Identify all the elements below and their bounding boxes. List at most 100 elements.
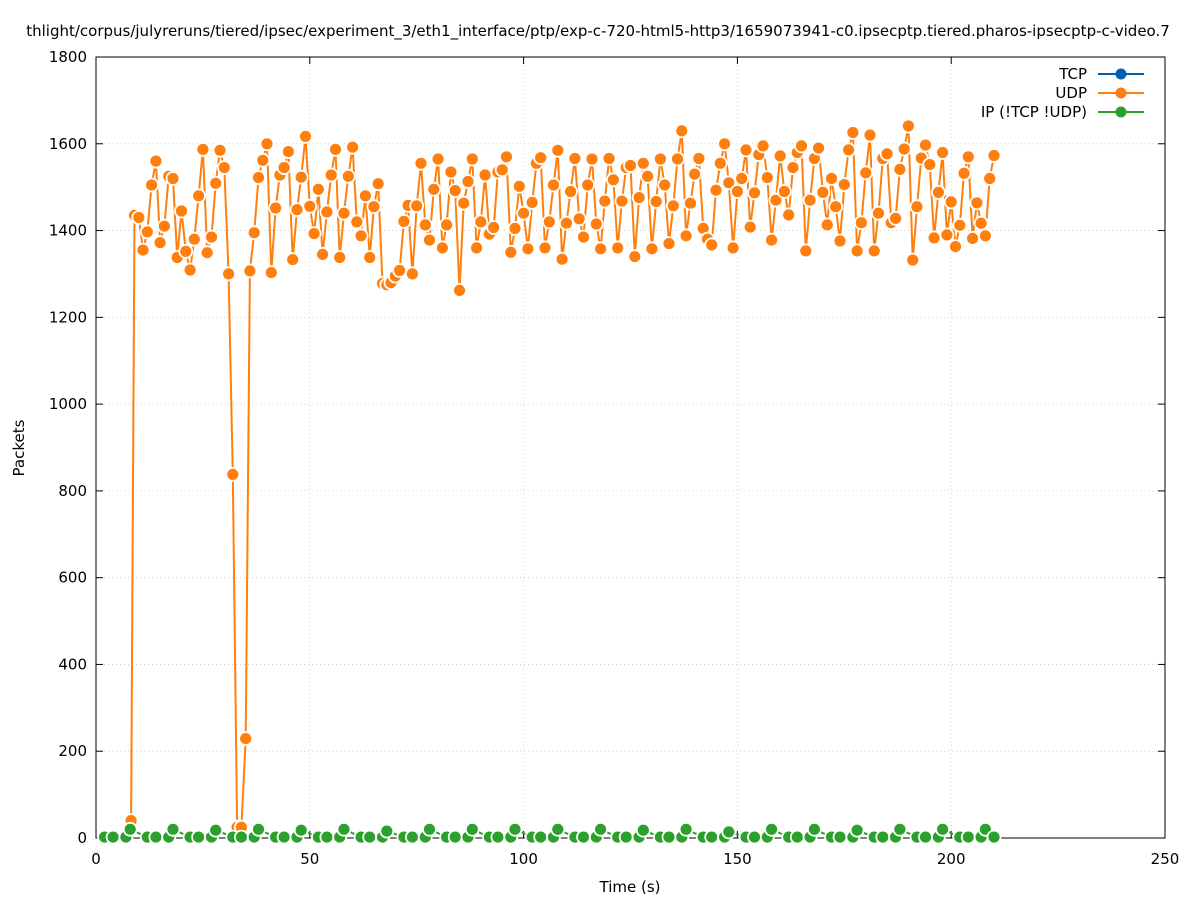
data-point (276, 829, 292, 845)
data-point (443, 164, 459, 180)
data-point (918, 137, 933, 153)
data-point (409, 198, 425, 214)
data-point (563, 184, 578, 199)
data-point (289, 202, 305, 218)
data-point (742, 219, 758, 235)
data-point (854, 215, 869, 231)
data-point (216, 160, 232, 176)
data-point (550, 142, 566, 158)
y-tick-label: 600 (58, 569, 87, 587)
data-point (319, 829, 335, 845)
data-point (691, 151, 707, 166)
y-tick-label: 400 (58, 655, 87, 673)
data-point (759, 170, 775, 186)
data-point (199, 245, 215, 261)
data-point (144, 177, 160, 193)
data-point (571, 211, 587, 227)
data-point (841, 142, 856, 158)
data-point (819, 217, 835, 233)
data-point (755, 138, 771, 154)
data-point (832, 233, 848, 249)
data-point (366, 199, 382, 215)
data-point (610, 240, 626, 256)
data-point (721, 175, 737, 191)
data-point (396, 213, 412, 229)
data-point (156, 218, 172, 234)
series-layer (97, 118, 1002, 845)
legend-label: IP (!TCP !UDP) (981, 103, 1087, 121)
data-point (888, 210, 903, 226)
data-point (631, 190, 647, 206)
data-point (956, 165, 972, 181)
data-point (747, 829, 762, 845)
data-point (635, 155, 651, 171)
data-point (807, 821, 822, 837)
data-point (960, 829, 976, 845)
data-point (982, 171, 998, 186)
data-point (422, 821, 437, 837)
data-point (824, 171, 839, 186)
series-2 (97, 821, 1002, 845)
data-point (584, 151, 600, 167)
data-point (447, 829, 463, 845)
data-point (704, 237, 720, 253)
data-point (965, 230, 980, 246)
data-point (276, 160, 292, 176)
x-axis-title: Time (s) (599, 878, 661, 896)
data-point (764, 821, 779, 837)
data-point (567, 151, 583, 166)
data-point (747, 185, 762, 201)
data-point (593, 241, 608, 257)
data-point (298, 128, 313, 144)
data-point (186, 231, 202, 247)
data-point (738, 142, 754, 158)
data-point (323, 167, 339, 183)
data-point (734, 171, 750, 186)
data-point (208, 822, 224, 838)
data-point (486, 220, 502, 235)
data-point (986, 148, 1002, 163)
data-point (546, 177, 561, 193)
data-point (879, 146, 895, 162)
x-tick-label: 0 (91, 850, 101, 868)
data-point (978, 228, 993, 244)
y-tick-label: 1000 (49, 395, 87, 413)
data-point (152, 235, 168, 251)
data-point (507, 220, 523, 236)
data-point (255, 152, 271, 168)
data-point (195, 141, 211, 157)
data-point (802, 192, 818, 208)
data-point (657, 177, 673, 193)
data-point (533, 150, 549, 166)
data-point (332, 250, 348, 265)
data-point (785, 160, 801, 176)
data-point (832, 829, 848, 845)
data-point (293, 169, 309, 185)
data-point (456, 195, 472, 211)
data-point (537, 240, 553, 256)
data-point (973, 215, 989, 231)
data-point (178, 243, 194, 259)
data-point (336, 205, 352, 221)
data-point (862, 127, 878, 143)
data-point (678, 228, 694, 244)
data-point (306, 226, 322, 242)
data-point (683, 195, 698, 211)
data-point (554, 251, 570, 267)
legend-label: TCP (1058, 65, 1087, 83)
data-point (105, 829, 121, 845)
legend-marker (1115, 68, 1127, 80)
data-point (285, 252, 301, 268)
data-point (952, 217, 968, 233)
data-point (614, 193, 630, 209)
data-point (892, 161, 908, 177)
data-point (849, 243, 865, 259)
data-point (182, 262, 198, 278)
legend-marker (1115, 106, 1127, 118)
data-point (336, 821, 352, 837)
series-1 (123, 118, 1002, 835)
data-point (452, 282, 467, 298)
data-point (665, 198, 681, 214)
data-point (319, 204, 335, 220)
